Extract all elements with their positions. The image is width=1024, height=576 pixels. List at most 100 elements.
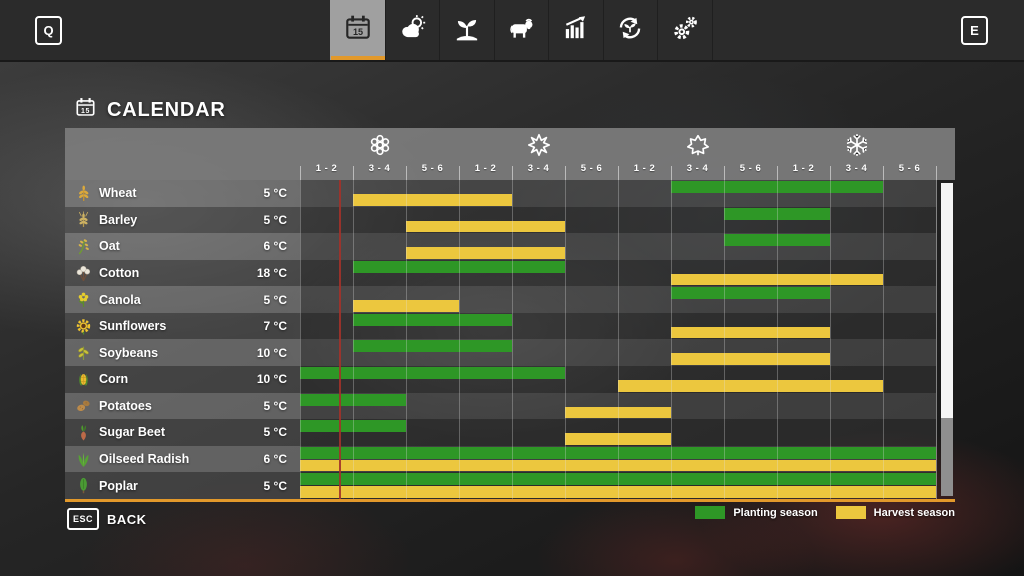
svg-text:15: 15 bbox=[353, 27, 363, 37]
period-tick bbox=[883, 166, 884, 180]
crop-timeline-lane bbox=[300, 392, 936, 420]
crop-germination-temp: 5 °C bbox=[263, 478, 287, 493]
active-tab-underline bbox=[331, 56, 385, 60]
barley-icon bbox=[75, 211, 92, 228]
flower-icon bbox=[367, 132, 393, 163]
harvest-bar bbox=[353, 194, 512, 206]
snowflake-icon bbox=[844, 132, 870, 163]
crop-row[interactable]: Oat 6 °C bbox=[65, 233, 955, 260]
crop-timeline-lane bbox=[300, 233, 936, 260]
harvest-bar bbox=[300, 459, 936, 472]
crop-name: Poplar bbox=[99, 478, 138, 493]
crop-germination-temp: 5 °C bbox=[263, 398, 287, 413]
crop-row[interactable]: Canola 5 °C bbox=[65, 286, 955, 313]
tab-calendar[interactable]: 15 bbox=[330, 0, 385, 60]
wheat-icon bbox=[75, 185, 92, 202]
harvest-bar bbox=[353, 300, 459, 312]
planting-bar bbox=[671, 287, 830, 300]
current-day-marker bbox=[338, 180, 341, 499]
period-label: 5 - 6 bbox=[421, 163, 444, 174]
crop-name-cell: Oat 6 °C bbox=[65, 233, 300, 260]
planting-season-swatch bbox=[695, 506, 726, 519]
tab-weather[interactable] bbox=[384, 0, 440, 60]
content-area: 15 CALENDAR 1 - 2 3 - 4 5 - 6 1 - 2 3 - 4 5 -… bbox=[0, 60, 1024, 576]
crop-row[interactable]: Potatoes 5 °C bbox=[65, 392, 955, 420]
harvest-bar bbox=[671, 353, 830, 365]
crop-germination-temp: 6 °C bbox=[263, 239, 287, 254]
top-bar: Q 15 bbox=[0, 0, 1024, 62]
tab-statistics[interactable] bbox=[548, 0, 603, 60]
crop-name-cell: Poplar 5 °C bbox=[65, 472, 300, 499]
harvest-bar bbox=[406, 247, 565, 259]
harvest-bar bbox=[671, 326, 830, 339]
period-label: 5 - 6 bbox=[898, 163, 921, 174]
crop-name: Sunflowers bbox=[99, 319, 167, 334]
harvest-bar bbox=[406, 220, 565, 233]
crop-timeline-lane bbox=[300, 206, 936, 234]
tab-settings[interactable] bbox=[657, 0, 713, 60]
period-tick bbox=[406, 166, 407, 180]
crop-name: Wheat bbox=[99, 186, 137, 201]
calendar-body: Wheat 5 °C Barley 5 °C bbox=[65, 180, 955, 499]
crop-germination-temp: 5 °C bbox=[263, 186, 287, 201]
crop-name-cell: Sugar Beet 5 °C bbox=[65, 419, 300, 446]
back-control[interactable]: ESC BACK bbox=[67, 508, 147, 530]
canola-icon bbox=[75, 291, 92, 308]
crop-germination-temp: 18 °C bbox=[256, 266, 287, 281]
oat-icon bbox=[75, 238, 92, 255]
period-label: 3 - 4 bbox=[845, 163, 868, 174]
crop-name: Canola bbox=[99, 292, 141, 307]
gears-icon bbox=[670, 13, 700, 48]
crop-germination-temp: 6 °C bbox=[263, 452, 287, 467]
legend: Planting season Harvest season bbox=[695, 506, 955, 519]
crop-row[interactable]: Poplar 5 °C bbox=[65, 472, 955, 499]
scrollbar-thumb[interactable] bbox=[941, 183, 953, 418]
crop-timeline-lane bbox=[300, 472, 936, 499]
tab-animals[interactable] bbox=[493, 0, 549, 60]
crop-row[interactable]: Corn 10 °C bbox=[65, 366, 955, 393]
hotkey-q-button[interactable]: Q bbox=[35, 16, 62, 45]
tab-economy[interactable] bbox=[602, 0, 658, 60]
crop-name: Sugar Beet bbox=[99, 425, 165, 440]
scrollbar-track[interactable] bbox=[941, 183, 953, 496]
hotkey-e-button[interactable]: E bbox=[961, 16, 988, 45]
period-tick bbox=[830, 166, 831, 180]
planting-bar bbox=[300, 393, 406, 406]
crop-name-cell: Potatoes 5 °C bbox=[65, 392, 300, 420]
period-label: 3 - 4 bbox=[686, 163, 709, 174]
period-tick bbox=[300, 166, 301, 180]
planting-bar bbox=[300, 367, 565, 380]
crop-row[interactable]: Barley 5 °C bbox=[65, 206, 955, 234]
soybeans-icon bbox=[75, 344, 92, 361]
crop-germination-temp: 10 °C bbox=[256, 345, 287, 360]
crop-name-cell: Cotton 18 °C bbox=[65, 259, 300, 287]
crop-timeline-lane bbox=[300, 312, 936, 340]
planting-bar bbox=[724, 234, 830, 247]
period-label: 1 - 2 bbox=[633, 163, 656, 174]
crop-row[interactable]: Wheat 5 °C bbox=[65, 180, 955, 207]
planting-bar bbox=[724, 207, 830, 220]
crop-row[interactable]: Sunflowers 7 °C bbox=[65, 312, 955, 340]
page-title-text: CALENDAR bbox=[107, 99, 226, 121]
crop-name-cell: Canola 5 °C bbox=[65, 286, 300, 313]
crop-row[interactable]: Cotton 18 °C bbox=[65, 259, 955, 287]
crop-name-cell: Wheat 5 °C bbox=[65, 180, 300, 207]
period-tick bbox=[353, 166, 354, 180]
crop-row[interactable]: Soybeans 10 °C bbox=[65, 339, 955, 367]
crop-row[interactable]: Sugar Beet 5 °C bbox=[65, 419, 955, 446]
crop-germination-temp: 7 °C bbox=[263, 319, 287, 334]
period-tick bbox=[512, 166, 513, 180]
harvest-season-label: Harvest season bbox=[873, 506, 955, 519]
crop-timeline-lane bbox=[300, 286, 936, 313]
planting-bar bbox=[300, 446, 936, 459]
period-label: 1 - 2 bbox=[792, 163, 815, 174]
tab-crops[interactable] bbox=[439, 0, 494, 60]
crop-timeline-lane bbox=[300, 339, 936, 367]
chart-icon bbox=[561, 13, 591, 48]
crop-row[interactable]: Oilseed Radish 6 °C bbox=[65, 445, 955, 473]
crop-name-cell: Barley 5 °C bbox=[65, 206, 300, 234]
period-tick bbox=[565, 166, 566, 180]
calendar-icon: 15 bbox=[343, 13, 373, 48]
page-title: 15 CALENDAR bbox=[74, 96, 226, 125]
esc-key[interactable]: ESC bbox=[67, 508, 100, 530]
